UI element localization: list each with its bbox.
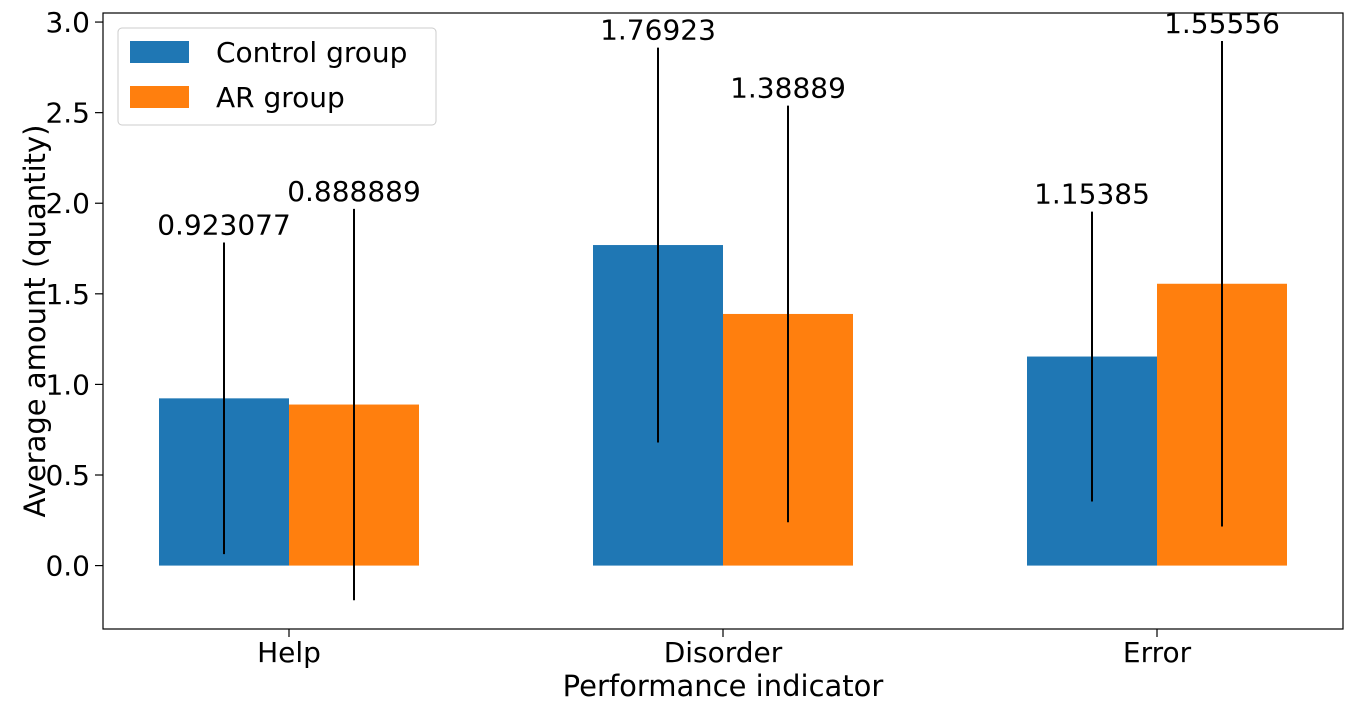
value-label-ar-group-error: 1.55556: [1164, 7, 1280, 40]
y-tick-label: 3.0: [45, 6, 90, 39]
value-label-control-group-error: 1.15385: [1034, 178, 1150, 211]
error-bars-layer: [223, 40, 1223, 601]
x-tick-label-help: Help: [257, 636, 321, 669]
y-tick-label: 1.5: [45, 278, 90, 311]
legend-label-ar: AR group: [216, 81, 345, 114]
legend-label-control: Control group: [216, 36, 407, 69]
y-tick-label: 0.0: [45, 550, 90, 583]
x-axis-label: Performance indicator: [563, 669, 884, 703]
value-label-ar-group-disorder: 1.38889: [730, 72, 846, 105]
y-tick-label: 2.5: [45, 97, 90, 130]
legend-frame: [117, 27, 437, 126]
y-tick-label: 1.0: [45, 368, 90, 401]
legend-swatch-ar: [130, 86, 189, 108]
legend-swatch-control: [130, 41, 189, 63]
y-axis: 0.0 0.5 1.0 1.5 2.0 2.5 3.0: [45, 6, 103, 583]
x-tick-label-error: Error: [1123, 636, 1192, 669]
y-tick-label: 0.5: [45, 459, 90, 492]
value-label-control-group-disorder: 1.76923: [600, 14, 716, 47]
y-axis-label: Average amount (quantity): [18, 125, 52, 518]
value-labels-layer: 0.923077 1.76923 1.15385 0.888889 1.38889 1.5…: [157, 7, 1280, 242]
x-axis: Help Disorder Error: [257, 629, 1192, 669]
y-tick-label: 2.0: [45, 187, 90, 220]
value-label-control-group-help: 0.923077: [157, 209, 291, 242]
legend: Control group AR group: [117, 27, 437, 126]
value-label-ar-group-help: 0.888889: [287, 175, 421, 208]
x-tick-label-disorder: Disorder: [664, 636, 783, 669]
